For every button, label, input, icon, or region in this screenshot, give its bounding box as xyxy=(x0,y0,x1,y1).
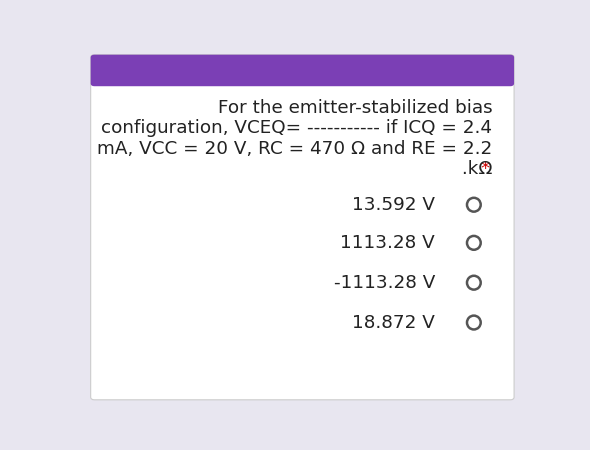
FancyBboxPatch shape xyxy=(91,55,514,400)
Bar xyxy=(94,71,510,83)
Ellipse shape xyxy=(467,236,481,250)
Text: 13.592 V: 13.592 V xyxy=(352,196,435,214)
Text: configuration, VCEQ= ----------- if ICQ = 2.4: configuration, VCEQ= ----------- if ICQ … xyxy=(101,120,492,138)
FancyBboxPatch shape xyxy=(91,55,514,86)
Text: mA, VCC = 20 V, RC = 470 Ω and RE = 2.2: mA, VCC = 20 V, RC = 470 Ω and RE = 2.2 xyxy=(97,140,492,158)
Text: 18.872 V: 18.872 V xyxy=(352,314,435,332)
Ellipse shape xyxy=(467,198,481,212)
Text: .kΩ: .kΩ xyxy=(455,160,492,178)
Text: 1113.28 V: 1113.28 V xyxy=(340,234,435,252)
Ellipse shape xyxy=(467,276,481,290)
Text: *: * xyxy=(481,160,490,178)
Text: -1113.28 V: -1113.28 V xyxy=(333,274,435,292)
Text: For the emitter-stabilized bias: For the emitter-stabilized bias xyxy=(218,99,492,117)
Ellipse shape xyxy=(467,315,481,329)
